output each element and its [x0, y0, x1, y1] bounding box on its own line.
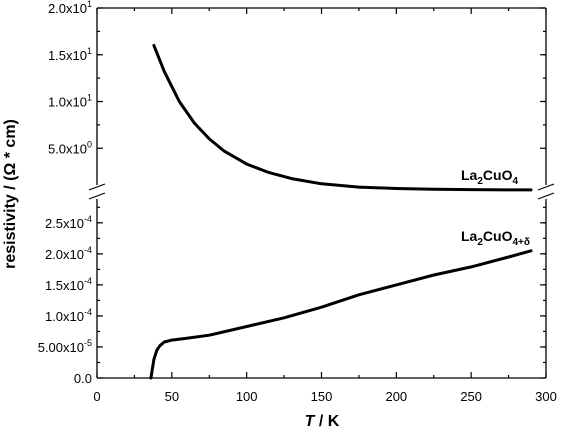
- series-line-la2cuo4-delta: [149, 249, 533, 380]
- y-axis-label: resistivity / (Ω * cm): [2, 119, 19, 269]
- y-tick-label: 1.0x10-4: [45, 307, 92, 324]
- y-tick-label: 2.0x10-4: [45, 245, 92, 262]
- axis-break-right: [537, 183, 555, 200]
- x-axis-label: T / K: [305, 413, 340, 430]
- y-tick-label: 1.5x10-4: [45, 276, 92, 293]
- y-tick-label: 1.0x101: [48, 93, 92, 110]
- y-tick-label: 5.00x10-5: [38, 338, 92, 355]
- x-tick-label: 300: [535, 389, 557, 404]
- y-tick-label: 5.0x100: [48, 139, 92, 156]
- y-tick-label: 1.5x101: [48, 46, 92, 63]
- y-tick-label: 0.0: [74, 371, 92, 386]
- x-axis-ticks: 0 50 100 150 200 250 300: [93, 8, 557, 404]
- x-tick-label: 50: [165, 389, 179, 404]
- x-tick-label: 200: [385, 389, 407, 404]
- x-tick-label: 0: [93, 389, 100, 404]
- y-tick-label: 2.0x101: [48, 0, 92, 16]
- series-label-la2cuo4: La2CuO4: [461, 167, 518, 187]
- y-axis-ticks-lower: 0.0 5.00x10-5 1.0x10-4 1.5x10-4 2.0x10-4 2.5x…: [38, 206, 546, 386]
- series-line-la2cuo4: [152, 43, 533, 192]
- x-tick-label: 100: [236, 389, 258, 404]
- x-tick-label: 150: [311, 389, 333, 404]
- x-tick-label: 250: [460, 389, 482, 404]
- y-tick-label: 2.5x10-4: [45, 214, 92, 231]
- axis-break-left: [88, 183, 106, 200]
- y-axis-ticks-upper: 5.0x100 1.0x101 1.5x101 2.0x101: [48, 0, 546, 156]
- series-label-la2cuo4-delta: La2CuO4+δ: [461, 228, 530, 248]
